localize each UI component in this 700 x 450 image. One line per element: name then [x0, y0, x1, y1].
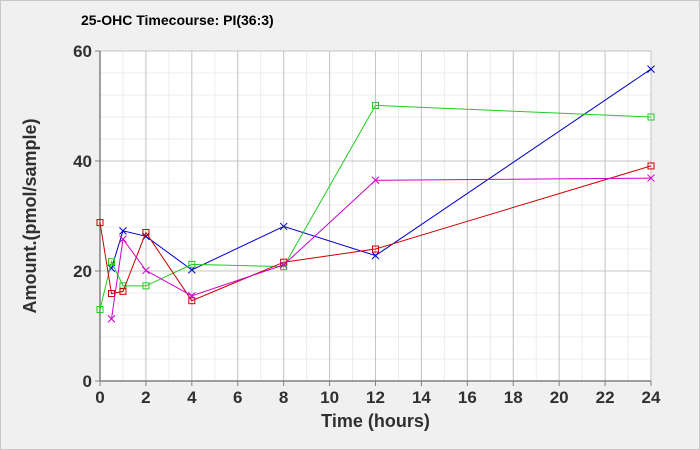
series-3	[96, 162, 655, 305]
data-point-marker	[371, 251, 380, 260]
series-4	[107, 174, 655, 323]
data-point-marker	[187, 291, 196, 300]
x-axis-label: Time (hours)	[321, 411, 430, 431]
data-point-marker	[107, 314, 116, 323]
x-tick-label: 22	[596, 388, 615, 407]
data-point-marker	[647, 162, 655, 170]
data-point-marker	[647, 174, 655, 182]
y-tick-label: 0	[83, 372, 92, 391]
data-point-marker	[119, 287, 127, 295]
x-tick-label: 6	[233, 388, 242, 407]
data-point-marker	[279, 261, 288, 269]
axis-layer	[95, 50, 652, 386]
data-point-marker	[188, 297, 196, 305]
data-point-marker	[280, 263, 288, 271]
series-layer	[96, 65, 655, 323]
data-point-marker	[372, 101, 379, 109]
data-point-marker	[371, 176, 380, 185]
x-tick-label: 10	[320, 388, 339, 407]
x-tick-label: 12	[366, 388, 385, 407]
y-axis-label: Amount.(pmol/sample)	[20, 118, 40, 313]
x-tick-label: 0	[95, 388, 104, 407]
data-point-marker	[279, 222, 288, 231]
data-point-marker	[372, 245, 379, 253]
series-2	[96, 101, 655, 313]
x-tick-label: 4	[187, 388, 197, 407]
y-tick-label: 60	[73, 42, 92, 61]
data-point-marker	[96, 219, 104, 227]
x-tick-label: 16	[458, 388, 477, 407]
data-point-marker	[107, 290, 115, 298]
data-point-marker	[142, 282, 150, 290]
x-tick-label: 8	[279, 388, 288, 407]
data-point-marker	[647, 113, 655, 121]
x-tick-label: 24	[642, 388, 661, 407]
y-tick-label: 20	[73, 262, 92, 281]
x-tick-label: 14	[412, 388, 431, 407]
data-point-marker	[107, 258, 115, 266]
data-point-marker	[119, 235, 127, 243]
data-point-marker	[96, 306, 104, 313]
x-tick-label: 18	[504, 388, 523, 407]
data-point-marker	[188, 260, 196, 268]
chart-title: 25-OHC Timecourse: PI(36:3)	[81, 12, 274, 28]
data-point-marker	[142, 229, 150, 236]
x-tick-label: 20	[550, 388, 569, 407]
x-tick-label: 2	[141, 388, 150, 407]
data-point-marker	[142, 266, 150, 275]
y-tick-label: 40	[73, 152, 92, 171]
series-line	[99, 165, 652, 302]
data-point-marker	[119, 226, 127, 235]
series-1	[107, 65, 655, 274]
data-point-marker	[647, 65, 655, 74]
series-line	[99, 104, 652, 310]
